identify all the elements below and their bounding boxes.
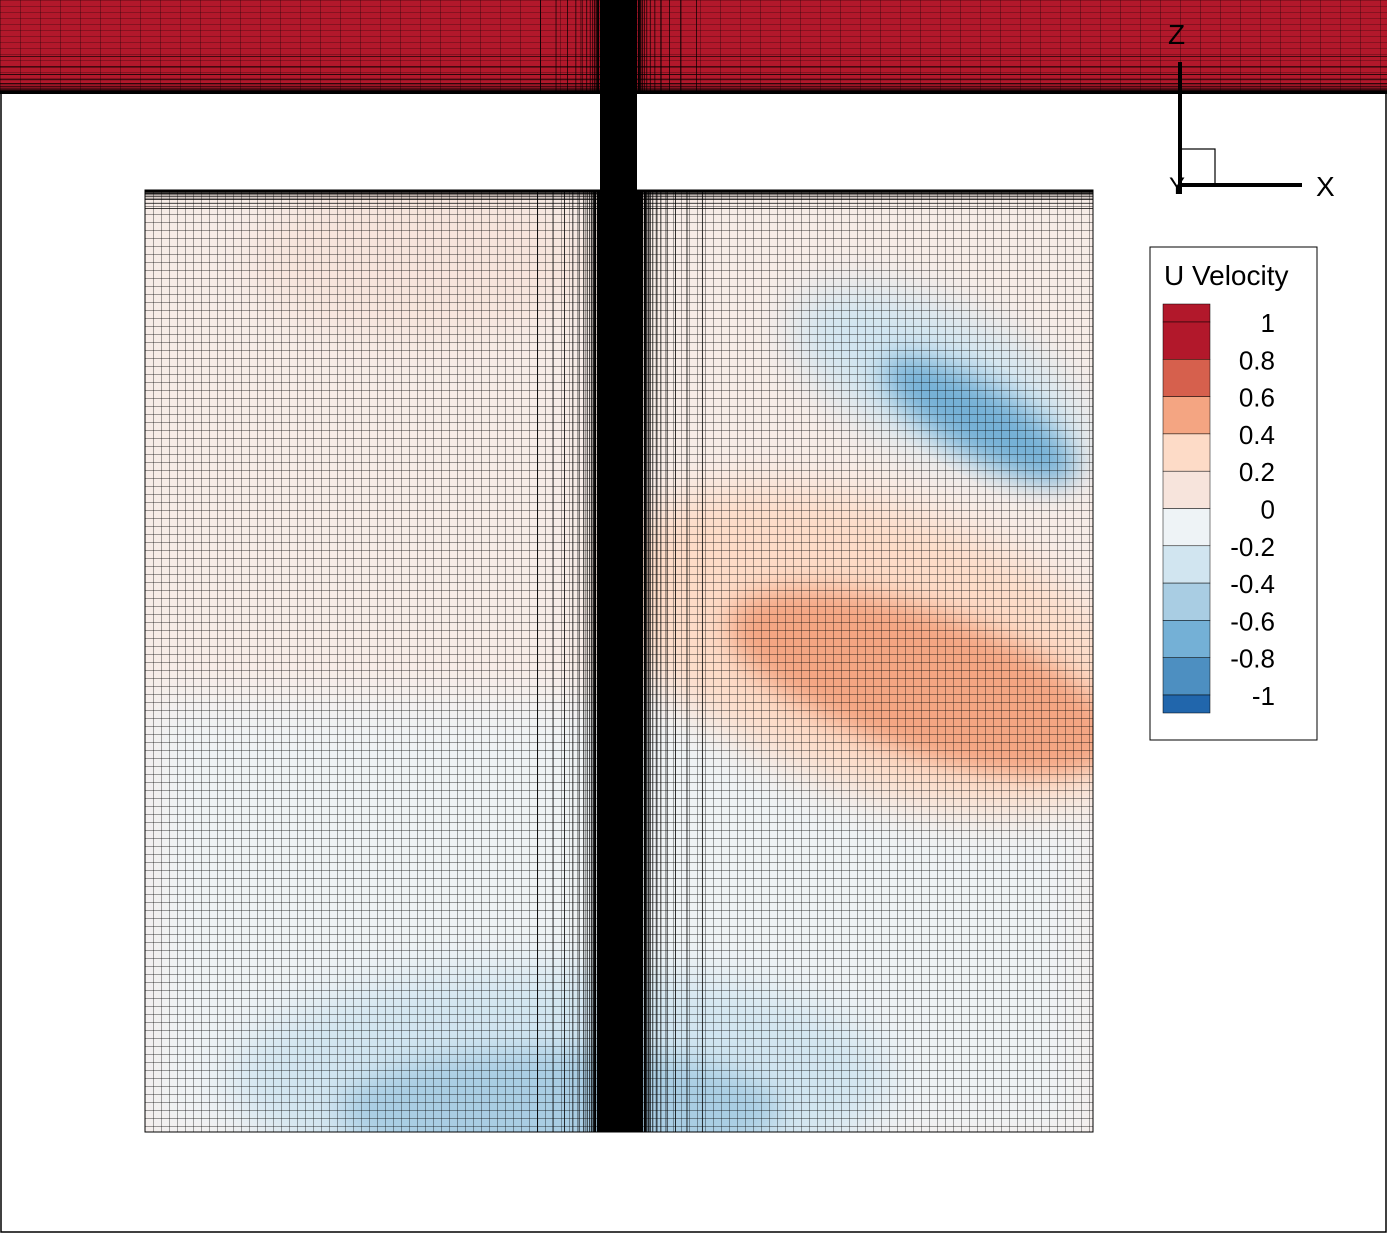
legend-swatch [1162,396,1211,435]
axis-label-z: Z [1168,19,1185,50]
lid-region [0,0,1387,94]
legend-label: 0.2 [1239,457,1275,487]
legend-swatch [1162,620,1211,658]
legend-label: 0.6 [1239,383,1275,413]
legend-label: 0.4 [1239,420,1275,450]
legend-swatch [1162,694,1211,714]
legend-label: 1 [1261,308,1275,338]
legend-label: 0.8 [1239,345,1275,375]
legend-swatch [1162,359,1211,397]
axis-label-y: Y [1169,173,1185,200]
legend-title: U Velocity [1164,260,1289,291]
legend-swatch [1162,433,1211,472]
axis-label-x: X [1316,171,1335,202]
legend-label: -0.4 [1230,569,1275,599]
legend-label: -0.8 [1230,644,1275,674]
legend-label: -1 [1252,681,1275,711]
legend-label: -0.6 [1230,606,1275,636]
legend-swatch [1162,508,1211,547]
legend: U Velocity 1 0.8 0.6 0.4 0.2 0 -0.2 -0.4 -0.6 -0.… [1149,246,1318,741]
center-column [597,190,643,1132]
axis-triad: Z X Y [1168,19,1335,202]
legend-label: -0.2 [1230,532,1275,562]
cavity-region [145,190,1093,1132]
legend-swatch-top [1162,303,1211,323]
legend-swatch [1162,321,1211,360]
center-slot [600,0,637,190]
legend-swatch [1162,470,1211,509]
legend-swatch [1162,582,1211,621]
legend-swatch [1162,545,1211,584]
legend-label: 0 [1261,495,1275,525]
legend-swatch [1162,657,1211,696]
